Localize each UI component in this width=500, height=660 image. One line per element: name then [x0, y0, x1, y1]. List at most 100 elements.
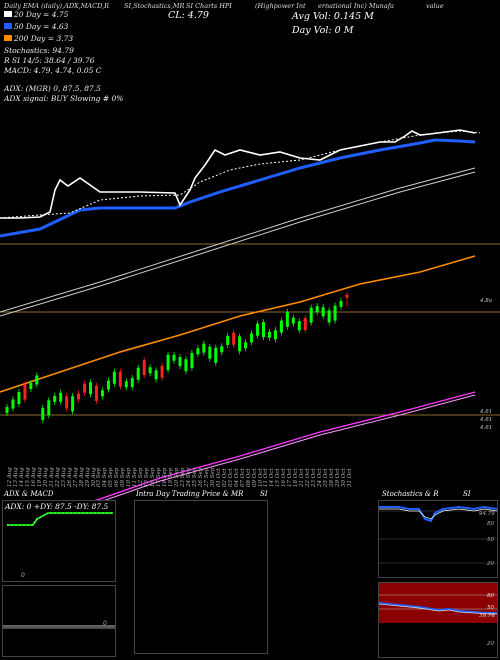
adx-plus-line [7, 512, 113, 526]
macd-panel: 0 [2, 585, 116, 657]
rsi-label-current: 39.76 [479, 613, 495, 619]
candle-body [327, 310, 331, 323]
header-mid: SI,Stochastics,MR [124, 2, 185, 10]
adx-minus-line [7, 512, 113, 526]
legend: 20 Day = 4.75 50 Day = 4.63 200 Day = 3.… [4, 10, 164, 103]
candle-body [196, 348, 200, 355]
candle-body [250, 333, 254, 343]
stoch-title-b: SI [463, 490, 471, 498]
price-label-3: 4.61 [480, 417, 493, 423]
adx-panel: 0 ADX: 0 +DY: 87.5 -DY: 87.5 [2, 500, 116, 582]
header-mid-2: SI Charts HPI [186, 2, 232, 10]
candle-body [166, 354, 170, 370]
adx-plot: 0 [7, 512, 113, 579]
candle-body [47, 400, 51, 416]
x-axis-date-label: 15 Aug [24, 467, 31, 487]
x-axis-date-label: 01 Oct [215, 468, 222, 487]
ema-line-orange [0, 255, 476, 393]
candle-body [273, 330, 277, 340]
price-line-white [0, 129, 476, 219]
intraday-title-b: SI [260, 490, 268, 498]
candle-body [244, 342, 248, 349]
candle-body [315, 306, 319, 313]
x-axis-date-label: 22 Aug [54, 467, 61, 487]
candle-body [100, 390, 104, 397]
price-label-1: 4.8a [480, 298, 493, 304]
candle-body [77, 393, 81, 400]
candle-body [11, 399, 15, 409]
candle-body [339, 300, 343, 307]
candle-body [309, 307, 313, 323]
adx-zero-label: 0 [21, 572, 25, 579]
adx-readout: ADX: 0 +DY: 87.5 -DY: 87.5 [5, 502, 109, 511]
candle-body [148, 367, 152, 374]
intraday-panel [134, 500, 268, 654]
legend-swatch-blue [4, 23, 12, 29]
price-label-4: 4.61 [480, 425, 493, 431]
candle-body [202, 343, 206, 353]
legend-stochastics: Stochastics: 94.79 [4, 46, 74, 55]
candle-body [214, 347, 218, 363]
x-axis-date-label: 02 Oct [221, 468, 228, 487]
x-axis-date-label: 09 Oct [251, 468, 258, 487]
candle-body [261, 322, 265, 338]
x-axis-date-label: 27 Aug [72, 467, 79, 487]
x-axis-date-label: 16 Aug [30, 467, 37, 487]
legend-macd: MACD: 4.79, 4.74, 0.05 C [4, 66, 102, 75]
x-axis-date-label: 31 Oct [347, 468, 353, 487]
header-right-b: ernational Inc) Munafa [318, 2, 395, 10]
x-axis-date-label: 29 Aug [84, 467, 91, 487]
stochastics-panel: 94.79 80 50 20 [378, 500, 498, 578]
legend-adx-signal: ADX signal: BUY Slowing # 0% [4, 94, 124, 103]
rsi-panel: 80 50 39.76 20 [378, 582, 498, 658]
candle-body [184, 359, 188, 372]
x-axis-date-label: 21 Aug [48, 467, 55, 487]
rsi-plot: 80 50 39.76 20 [379, 593, 497, 647]
candle-body [53, 395, 57, 402]
candle-body [89, 382, 93, 395]
legend-ema20: 20 Day = 4.75 [4, 10, 164, 19]
legend-swatch-orange [4, 35, 12, 41]
candle-body [303, 318, 307, 331]
stoch-label-current: 94.79 [479, 511, 495, 517]
candle-body [160, 365, 164, 378]
stoch-label-80: 80 [487, 521, 494, 527]
ema-line-blue [0, 138, 476, 238]
candle-body [226, 335, 230, 345]
stoch-d-line [379, 508, 497, 520]
macd-plot: 0 [3, 620, 115, 629]
candle-body [5, 407, 9, 413]
candle-body [238, 336, 242, 352]
candle-body [285, 311, 289, 327]
x-axis-date-label: 03 Oct [227, 468, 234, 487]
stoch-title: Stochastics & R [382, 490, 439, 498]
candle-body [83, 383, 87, 393]
stochastics-plot: 94.79 80 50 20 [379, 505, 497, 567]
candle-body [59, 392, 63, 402]
candle-body [297, 321, 301, 331]
x-axis-date-label: 07 Oct [239, 468, 246, 487]
candle-body [267, 331, 271, 338]
x-axis-date-label: 26 Aug [66, 467, 73, 487]
x-axis-date-label: 26 Sep [197, 467, 204, 487]
price-label-2: 4.61 [480, 409, 493, 415]
x-axis-date-label: 08 Oct [245, 468, 252, 487]
legend-swatch-white [4, 11, 12, 17]
x-axis-date-label: 23 Aug [60, 467, 67, 487]
candle-body [136, 367, 140, 380]
candle-body [190, 353, 194, 369]
day-volume: Day Vol: 0 M [292, 25, 354, 36]
candle-body [142, 360, 146, 376]
ema-line-magenta-1 [95, 391, 476, 500]
candle-body [232, 332, 236, 345]
ema-line-grey-2 [0, 171, 476, 317]
candle-body [321, 307, 325, 317]
candle-body [94, 385, 98, 401]
legend-adx: ADX: (MGR) 0, 87.5, 87.5 [4, 84, 101, 93]
candle-body [112, 371, 116, 384]
ema-line-grey-1 [0, 167, 476, 313]
rsi-line [379, 602, 497, 614]
x-axis-date-label: 28 Aug [78, 467, 85, 487]
x-axis-date-label: 04 Oct [233, 468, 240, 487]
candle-body [208, 346, 212, 359]
